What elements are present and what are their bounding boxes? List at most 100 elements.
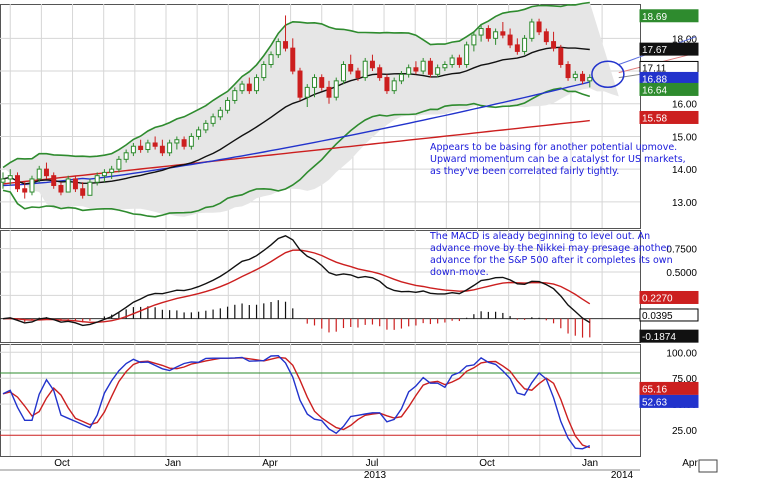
candle-body <box>551 41 557 49</box>
price-value-tag: 17.11 <box>642 63 667 74</box>
x-tick-label: Jan <box>165 458 181 469</box>
candle-body <box>14 175 20 190</box>
macd-value-tag-bg <box>639 329 699 343</box>
highlight-circle <box>591 60 625 89</box>
stoch-d-line <box>2 356 591 449</box>
candle-body <box>174 139 180 144</box>
candle-body <box>471 34 477 46</box>
candle-body <box>355 70 361 79</box>
price-value-tag: 18.69 <box>642 12 667 23</box>
candle-body <box>572 73 578 79</box>
candle-body <box>297 70 303 98</box>
stoch-tick-label: 25.00 <box>672 426 697 437</box>
price-annotation: Appears to be basing for another potenti… <box>430 142 686 177</box>
candle-body <box>565 63 571 79</box>
price-value-tag-bg <box>639 9 699 23</box>
x-year-label: 2013 <box>364 470 387 481</box>
stoch-value-tag-bg <box>639 394 699 408</box>
candle-body <box>196 129 202 137</box>
price-value-tag: 16.64 <box>642 85 667 96</box>
stoch-k-line <box>2 354 591 450</box>
stoch-value-tag: 52.63 <box>642 397 667 408</box>
stoch-value-tag-bg <box>639 381 699 395</box>
candle-body <box>232 90 238 101</box>
candle-body <box>167 142 173 154</box>
candle-body <box>36 168 42 180</box>
x-tick-label: Jan <box>582 458 598 469</box>
candle-body <box>464 44 470 65</box>
candle-body <box>29 178 35 193</box>
candle-body <box>449 57 455 65</box>
candle-body <box>87 181 93 196</box>
candle-body <box>500 31 506 36</box>
bollinger-upper-line <box>2 1 590 169</box>
candle-body <box>340 63 346 82</box>
candle-body <box>80 188 86 196</box>
macd-tick-label: 0.7500 <box>666 245 697 256</box>
candle-body <box>51 175 57 186</box>
candle-body <box>304 86 310 98</box>
candle-body <box>239 83 245 92</box>
x-tick-label: Oct <box>479 458 495 469</box>
candle-body <box>377 67 383 79</box>
candle-body <box>442 63 448 69</box>
candle-body <box>558 47 564 65</box>
macd-tick-label: 0.5000 <box>666 268 697 279</box>
sma-red-line <box>2 119 590 185</box>
macd-value-tag: 0.0395 <box>642 311 673 322</box>
candle-body <box>543 31 549 43</box>
candle-body <box>65 178 71 193</box>
price-value-tag-bg <box>639 110 699 124</box>
candle-body <box>420 60 426 72</box>
candle-body <box>348 63 354 72</box>
candle-body <box>225 99 231 111</box>
candle-body <box>587 77 593 82</box>
macd-annotation: The MACD is aleady beginning to level ou… <box>430 231 673 278</box>
candle-body <box>0 178 6 183</box>
macd-value-tag-bg <box>639 290 699 304</box>
candle-body <box>580 73 586 82</box>
candle-body <box>478 28 484 36</box>
price-value-tag: 15.58 <box>642 113 667 124</box>
candle-body <box>275 41 281 56</box>
candle-body <box>109 168 115 173</box>
candle-body <box>290 47 296 72</box>
candle-body <box>159 145 165 154</box>
candle-body <box>391 80 397 92</box>
sma-blue-line <box>2 81 590 187</box>
price-value-tag: 16.88 <box>642 74 667 85</box>
candle-body <box>261 63 267 79</box>
x-year-label: 2014 <box>611 470 634 481</box>
candle-body <box>7 175 13 180</box>
stoch-tick-label: 100.00 <box>666 348 697 359</box>
stoch-tick-label: 75.00 <box>672 374 697 385</box>
candle-body <box>427 60 433 75</box>
sma-black-line <box>2 46 590 185</box>
candle-body <box>493 31 499 39</box>
candle-body <box>529 21 535 39</box>
macd-value-tag: -0.1874 <box>642 332 676 343</box>
candle-body <box>72 178 78 190</box>
x-tick-label: Apr <box>262 458 278 469</box>
stoch-value-tag: 65.16 <box>642 384 667 395</box>
candle-body <box>456 57 462 65</box>
candle-body <box>398 73 404 82</box>
candle-body <box>319 77 325 88</box>
candle-body <box>217 109 223 118</box>
price-tick-label: 18.00 <box>672 34 697 45</box>
candle-body <box>188 135 194 147</box>
candle-body <box>326 86 332 98</box>
macd-value-tag: 0.2270 <box>642 293 673 304</box>
x-tick-label: Oct <box>54 458 70 469</box>
candle-body <box>485 28 491 39</box>
candle-body <box>101 171 107 177</box>
price-value-tag-bg <box>639 42 699 56</box>
candle-body <box>152 142 158 147</box>
candle-body <box>138 145 144 151</box>
bollinger-lower-line <box>2 87 591 218</box>
candle-body <box>210 116 216 124</box>
candle-body <box>58 184 64 193</box>
candle-body <box>522 37 528 52</box>
candle-body <box>283 41 289 49</box>
candle-body <box>384 77 390 92</box>
